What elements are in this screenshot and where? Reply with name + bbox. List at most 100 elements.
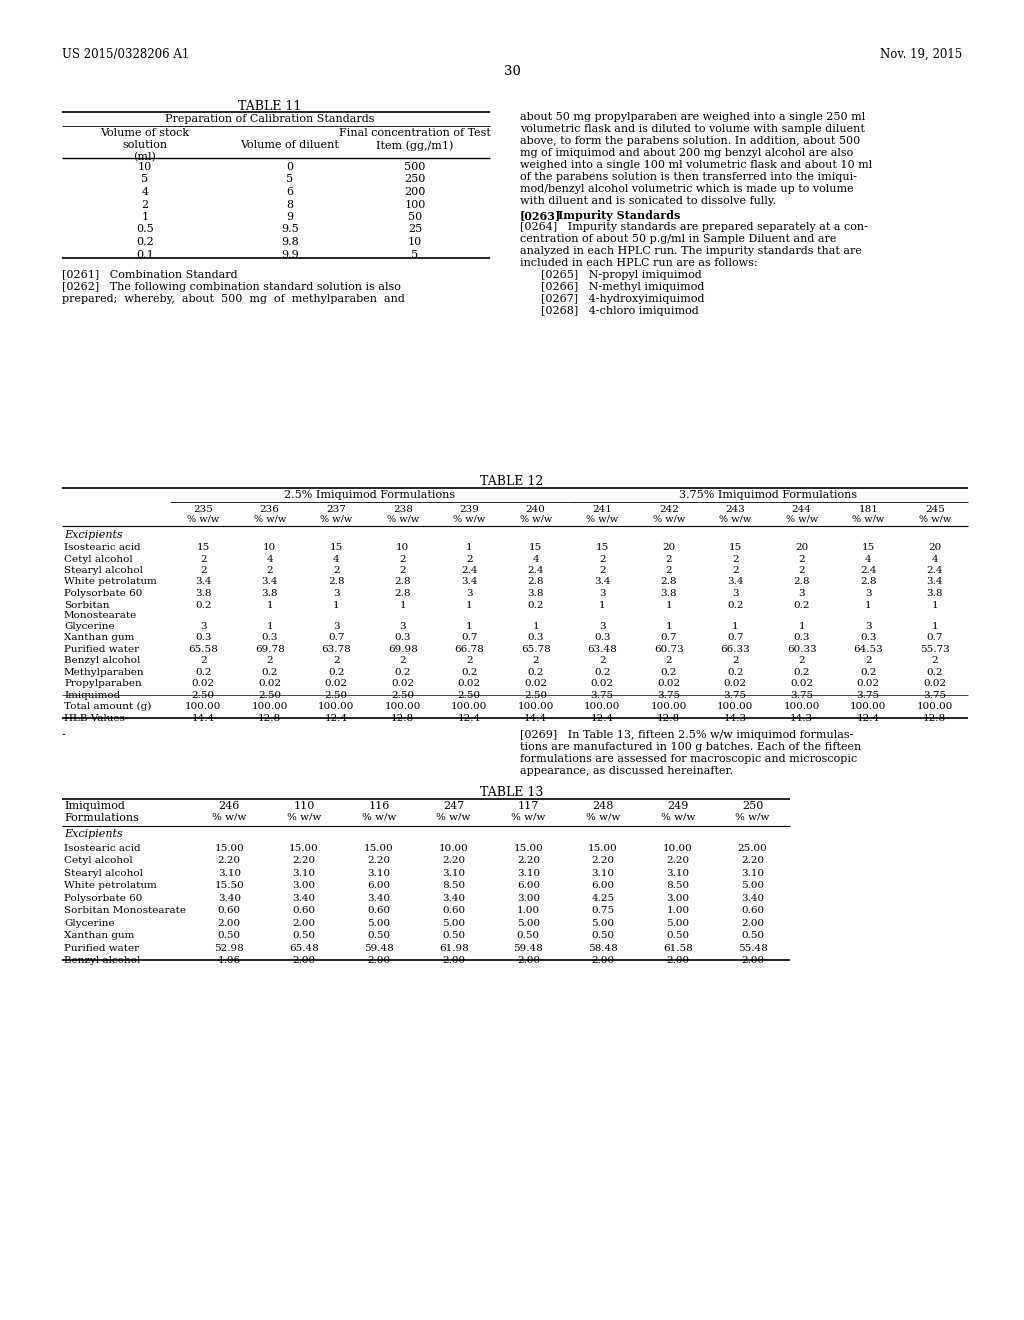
Text: 0.2: 0.2: [195, 668, 212, 677]
Text: 1: 1: [932, 622, 938, 631]
Text: 15: 15: [861, 543, 874, 552]
Text: volumetric flask and is diluted to volume with sample diluent: volumetric flask and is diluted to volum…: [520, 124, 865, 135]
Text: appearance, as discussed hereinafter.: appearance, as discussed hereinafter.: [520, 766, 733, 776]
Text: 0.1: 0.1: [136, 249, 154, 260]
Text: Final concentration of Test: Final concentration of Test: [339, 128, 490, 139]
Text: 1.06: 1.06: [218, 956, 241, 965]
Text: 3: 3: [599, 622, 605, 631]
Text: 2: 2: [599, 656, 605, 665]
Text: 1: 1: [466, 601, 472, 610]
Text: 100.00: 100.00: [584, 702, 621, 711]
Text: Imiquimod: Imiquimod: [63, 801, 125, 810]
Text: 10.00: 10.00: [663, 843, 693, 853]
Text: 60.73: 60.73: [654, 644, 684, 653]
Text: Glycerine: Glycerine: [63, 919, 115, 928]
Text: 0.2: 0.2: [927, 668, 943, 677]
Text: 2: 2: [399, 656, 407, 665]
Text: % w/w: % w/w: [652, 515, 685, 524]
Text: Excipients: Excipients: [63, 531, 123, 540]
Text: 5: 5: [287, 174, 294, 185]
Text: 0.7: 0.7: [927, 634, 943, 643]
Text: 0.50: 0.50: [667, 932, 689, 940]
Text: 60.33: 60.33: [786, 644, 816, 653]
Text: 0.3: 0.3: [794, 634, 810, 643]
Text: 15.00: 15.00: [364, 843, 394, 853]
Text: % w/w: % w/w: [719, 515, 752, 524]
Text: 2: 2: [865, 656, 871, 665]
Text: % w/w: % w/w: [454, 515, 485, 524]
Text: 2.8: 2.8: [328, 578, 344, 586]
Text: 1: 1: [399, 601, 407, 610]
Text: 2.00: 2.00: [741, 956, 764, 965]
Text: 64.53: 64.53: [853, 644, 883, 653]
Text: 249: 249: [668, 801, 688, 810]
Text: % w/w: % w/w: [387, 515, 419, 524]
Text: 2.00: 2.00: [592, 956, 614, 965]
Text: 12.4: 12.4: [857, 714, 880, 723]
Text: 3.4: 3.4: [195, 578, 212, 586]
Text: 1: 1: [466, 622, 472, 631]
Text: 65.58: 65.58: [188, 644, 218, 653]
Text: 3.10: 3.10: [592, 869, 614, 878]
Text: 0.2: 0.2: [527, 668, 544, 677]
Text: White petrolatum: White petrolatum: [63, 578, 157, 586]
Text: Purified water: Purified water: [63, 944, 139, 953]
Text: 3: 3: [599, 589, 605, 598]
Text: 117: 117: [518, 801, 539, 810]
Text: 8: 8: [287, 199, 294, 210]
Text: 15: 15: [529, 543, 543, 552]
Text: 20: 20: [928, 543, 941, 552]
Text: formulations are assessed for macroscopic and microscopic: formulations are assessed for macroscopi…: [520, 754, 857, 764]
Text: % w/w: % w/w: [361, 813, 396, 822]
Text: 100: 100: [404, 199, 426, 210]
Text: 3.10: 3.10: [517, 869, 540, 878]
Text: 2.4: 2.4: [860, 566, 877, 576]
Text: 0.50: 0.50: [741, 932, 764, 940]
Text: 0.3: 0.3: [594, 634, 610, 643]
Text: 2.50: 2.50: [258, 690, 282, 700]
Text: 0.50: 0.50: [442, 932, 465, 940]
Text: 1: 1: [732, 622, 738, 631]
Text: above, to form the parabens solution. In addition, about 500: above, to form the parabens solution. In…: [520, 136, 860, 147]
Text: 2.50: 2.50: [391, 690, 415, 700]
Text: 0.2: 0.2: [328, 668, 344, 677]
Text: 0.3: 0.3: [394, 634, 411, 643]
Text: 3.8: 3.8: [927, 589, 943, 598]
Text: 69.78: 69.78: [255, 644, 285, 653]
Text: 2.50: 2.50: [191, 690, 215, 700]
Text: 3.75: 3.75: [591, 690, 613, 700]
Text: 55.73: 55.73: [920, 644, 949, 653]
Text: 15.50: 15.50: [214, 882, 245, 890]
Text: 3: 3: [399, 622, 407, 631]
Text: 0.7: 0.7: [328, 634, 344, 643]
Text: 1.00: 1.00: [667, 907, 689, 915]
Text: 0.2: 0.2: [860, 668, 877, 677]
Text: 15: 15: [330, 543, 343, 552]
Text: 3.40: 3.40: [368, 894, 390, 903]
Text: Volume of diluent: Volume of diluent: [241, 140, 339, 150]
Text: 0.2: 0.2: [195, 601, 212, 610]
Text: 248: 248: [593, 801, 613, 810]
Text: 244: 244: [792, 506, 812, 513]
Text: 240: 240: [525, 506, 546, 513]
Text: 3.4: 3.4: [261, 578, 278, 586]
Text: 0.2: 0.2: [727, 668, 743, 677]
Text: 4: 4: [532, 554, 539, 564]
Text: 3.8: 3.8: [527, 589, 544, 598]
Text: 3: 3: [466, 589, 472, 598]
Text: 15.00: 15.00: [588, 843, 618, 853]
Text: 66.78: 66.78: [455, 644, 484, 653]
Text: 5: 5: [141, 174, 148, 185]
Text: 9: 9: [287, 213, 294, 222]
Text: Preparation of Calibration Standards: Preparation of Calibration Standards: [165, 114, 375, 124]
Text: 200: 200: [404, 187, 426, 197]
Text: with diluent and is sonicated to dissolve fully.: with diluent and is sonicated to dissolv…: [520, 195, 776, 206]
Text: 3.00: 3.00: [667, 894, 689, 903]
Text: 5: 5: [412, 249, 419, 260]
Text: Monostearate: Monostearate: [63, 610, 137, 619]
Text: 3.10: 3.10: [368, 869, 390, 878]
Text: 2.4: 2.4: [527, 566, 544, 576]
Text: Sorbitan Monostearate: Sorbitan Monostearate: [63, 907, 186, 915]
Text: 3.8: 3.8: [261, 589, 278, 598]
Text: 65.48: 65.48: [289, 944, 319, 953]
